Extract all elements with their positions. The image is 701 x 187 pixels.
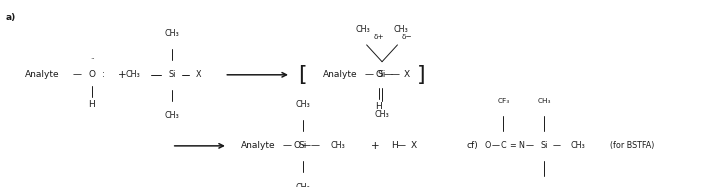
Text: O: O — [484, 141, 491, 150]
Text: O: O — [293, 141, 300, 150]
Text: a): a) — [6, 13, 16, 22]
Text: +: + — [118, 70, 127, 80]
Text: C: C — [501, 141, 506, 150]
Text: CH₃: CH₃ — [571, 141, 585, 150]
Text: X: X — [196, 70, 201, 79]
Text: N: N — [519, 141, 524, 150]
Text: CH₃: CH₃ — [355, 25, 371, 34]
Text: ]: ] — [417, 65, 426, 85]
Text: Si: Si — [540, 141, 547, 150]
Text: CH₃: CH₃ — [164, 29, 179, 38]
Text: Si: Si — [378, 70, 386, 79]
Text: H: H — [88, 100, 95, 109]
Text: CH₃: CH₃ — [331, 141, 346, 150]
Text: :: : — [102, 70, 104, 79]
Text: H: H — [375, 102, 382, 111]
Text: —: — — [390, 70, 399, 79]
Text: Analyte: Analyte — [322, 70, 357, 79]
Text: —: — — [365, 70, 373, 79]
Text: H: H — [391, 141, 398, 150]
Text: cf): cf) — [466, 141, 478, 150]
Text: =: = — [509, 141, 516, 150]
Text: —: — — [397, 141, 405, 150]
Text: —: — — [384, 70, 393, 79]
Text: —: — — [491, 141, 500, 150]
Text: CH₃: CH₃ — [295, 100, 311, 109]
Text: δ−: δ− — [402, 34, 413, 40]
Text: [: [ — [298, 65, 306, 85]
Text: ¨: ¨ — [90, 58, 94, 67]
Text: O: O — [88, 70, 95, 79]
Text: —: — — [73, 70, 81, 79]
Text: CH₃: CH₃ — [295, 183, 311, 187]
Text: δ+: δ+ — [373, 34, 384, 40]
Text: (for BSTFA): (for BSTFA) — [610, 141, 654, 150]
Text: CF₃: CF₃ — [497, 98, 510, 104]
Text: CH₃: CH₃ — [374, 110, 390, 119]
Text: CH₃: CH₃ — [164, 111, 179, 120]
Text: O: O — [375, 70, 382, 79]
Text: CH₃: CH₃ — [125, 70, 141, 79]
Text: CH₃: CH₃ — [537, 98, 551, 104]
Text: Analyte: Analyte — [25, 70, 59, 79]
Text: —: — — [311, 141, 320, 150]
Text: Analyte: Analyte — [240, 141, 275, 150]
Text: X: X — [404, 70, 410, 79]
Text: —: — — [552, 141, 561, 150]
Text: Si: Si — [168, 70, 175, 79]
Text: CH₃: CH₃ — [393, 25, 409, 34]
Text: +: + — [371, 141, 379, 151]
Text: X: X — [411, 141, 417, 150]
Text: Si: Si — [299, 141, 307, 150]
Text: —: — — [283, 141, 291, 150]
Text: —: — — [302, 141, 311, 150]
Text: —: — — [526, 141, 534, 150]
